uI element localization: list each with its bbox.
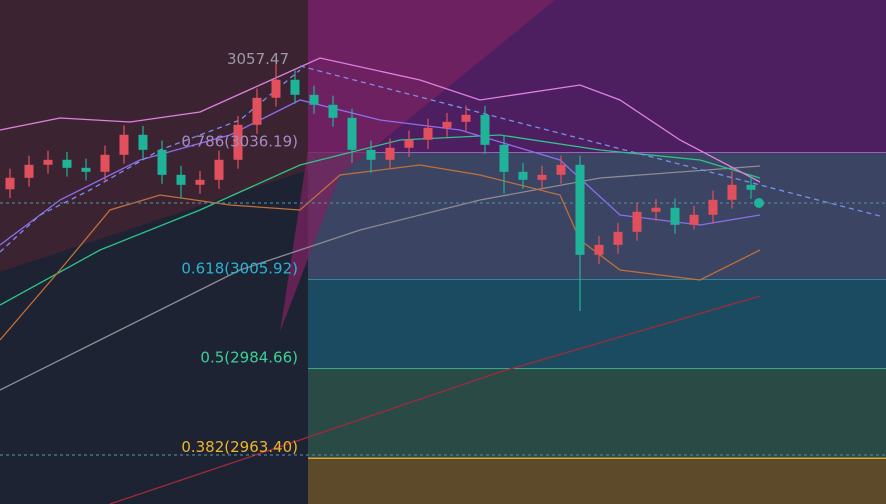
high-annotation: 3057.47 [227, 50, 289, 68]
candle-body [290, 79, 300, 95]
candle-body [575, 164, 585, 255]
candle-body [252, 97, 262, 125]
fib-label: 0.382(2963.40) [181, 438, 298, 456]
ma-short [0, 99, 761, 246]
candle-body [613, 231, 623, 245]
candle-body [594, 244, 604, 255]
candles [5, 63, 756, 311]
candle-body [62, 159, 72, 168]
labels: 0.786(3036.19) 0.618(3005.92) 0.5(2984.66)… [181, 50, 298, 456]
candle-body [480, 114, 490, 145]
ma-long [0, 165, 761, 391]
candle-body [518, 171, 528, 180]
candle-body [442, 121, 452, 128]
trend-dash-left [0, 69, 301, 253]
trend-dash-right [299, 65, 881, 217]
fib-zones [308, 0, 886, 504]
fib-label: 0.5(2984.66) [200, 349, 298, 367]
candle-body [423, 127, 433, 140]
band-lower [0, 164, 761, 341]
candle-body [461, 114, 471, 122]
candle-body [689, 214, 699, 225]
candle-body [233, 124, 243, 160]
candle-body [5, 177, 15, 190]
candle-body [746, 184, 756, 190]
current-dot [754, 198, 764, 208]
fib-zone [308, 369, 886, 459]
candle-body [499, 144, 509, 172]
candle-body [651, 207, 661, 212]
candle-body [727, 184, 737, 200]
candle-body [81, 167, 91, 172]
candle-body [271, 79, 281, 98]
candle-body [366, 149, 376, 160]
shade-left [0, 0, 308, 272]
candle-body [404, 139, 414, 148]
candle-body [214, 159, 224, 180]
candle-body [632, 211, 642, 232]
candle-body [157, 149, 167, 175]
fib-zone [308, 152, 886, 280]
fib-zone [308, 458, 886, 504]
candle-body [385, 147, 395, 160]
ma-trend [109, 295, 761, 504]
fib-label: 0.786(3036.19) [181, 132, 298, 150]
shade-pink [280, 0, 555, 332]
candle-body [708, 199, 718, 215]
candle-body [537, 174, 547, 180]
band-upper [0, 57, 761, 183]
candle-body [138, 134, 148, 150]
candle-body [347, 117, 357, 150]
indicator-lines [0, 57, 886, 504]
candle-body [119, 134, 129, 155]
candle-body [556, 164, 566, 175]
candle-body [43, 159, 53, 165]
fib-label: 0.618(3005.92) [181, 259, 298, 277]
candle-body [195, 179, 205, 185]
ma-mid [0, 134, 761, 306]
fib-zone [308, 279, 886, 370]
candle-body [309, 94, 319, 105]
candle-body [670, 207, 680, 225]
candle-body [176, 174, 186, 185]
candle-body [328, 104, 338, 118]
candle-body [100, 154, 110, 172]
candle-body [24, 164, 34, 178]
